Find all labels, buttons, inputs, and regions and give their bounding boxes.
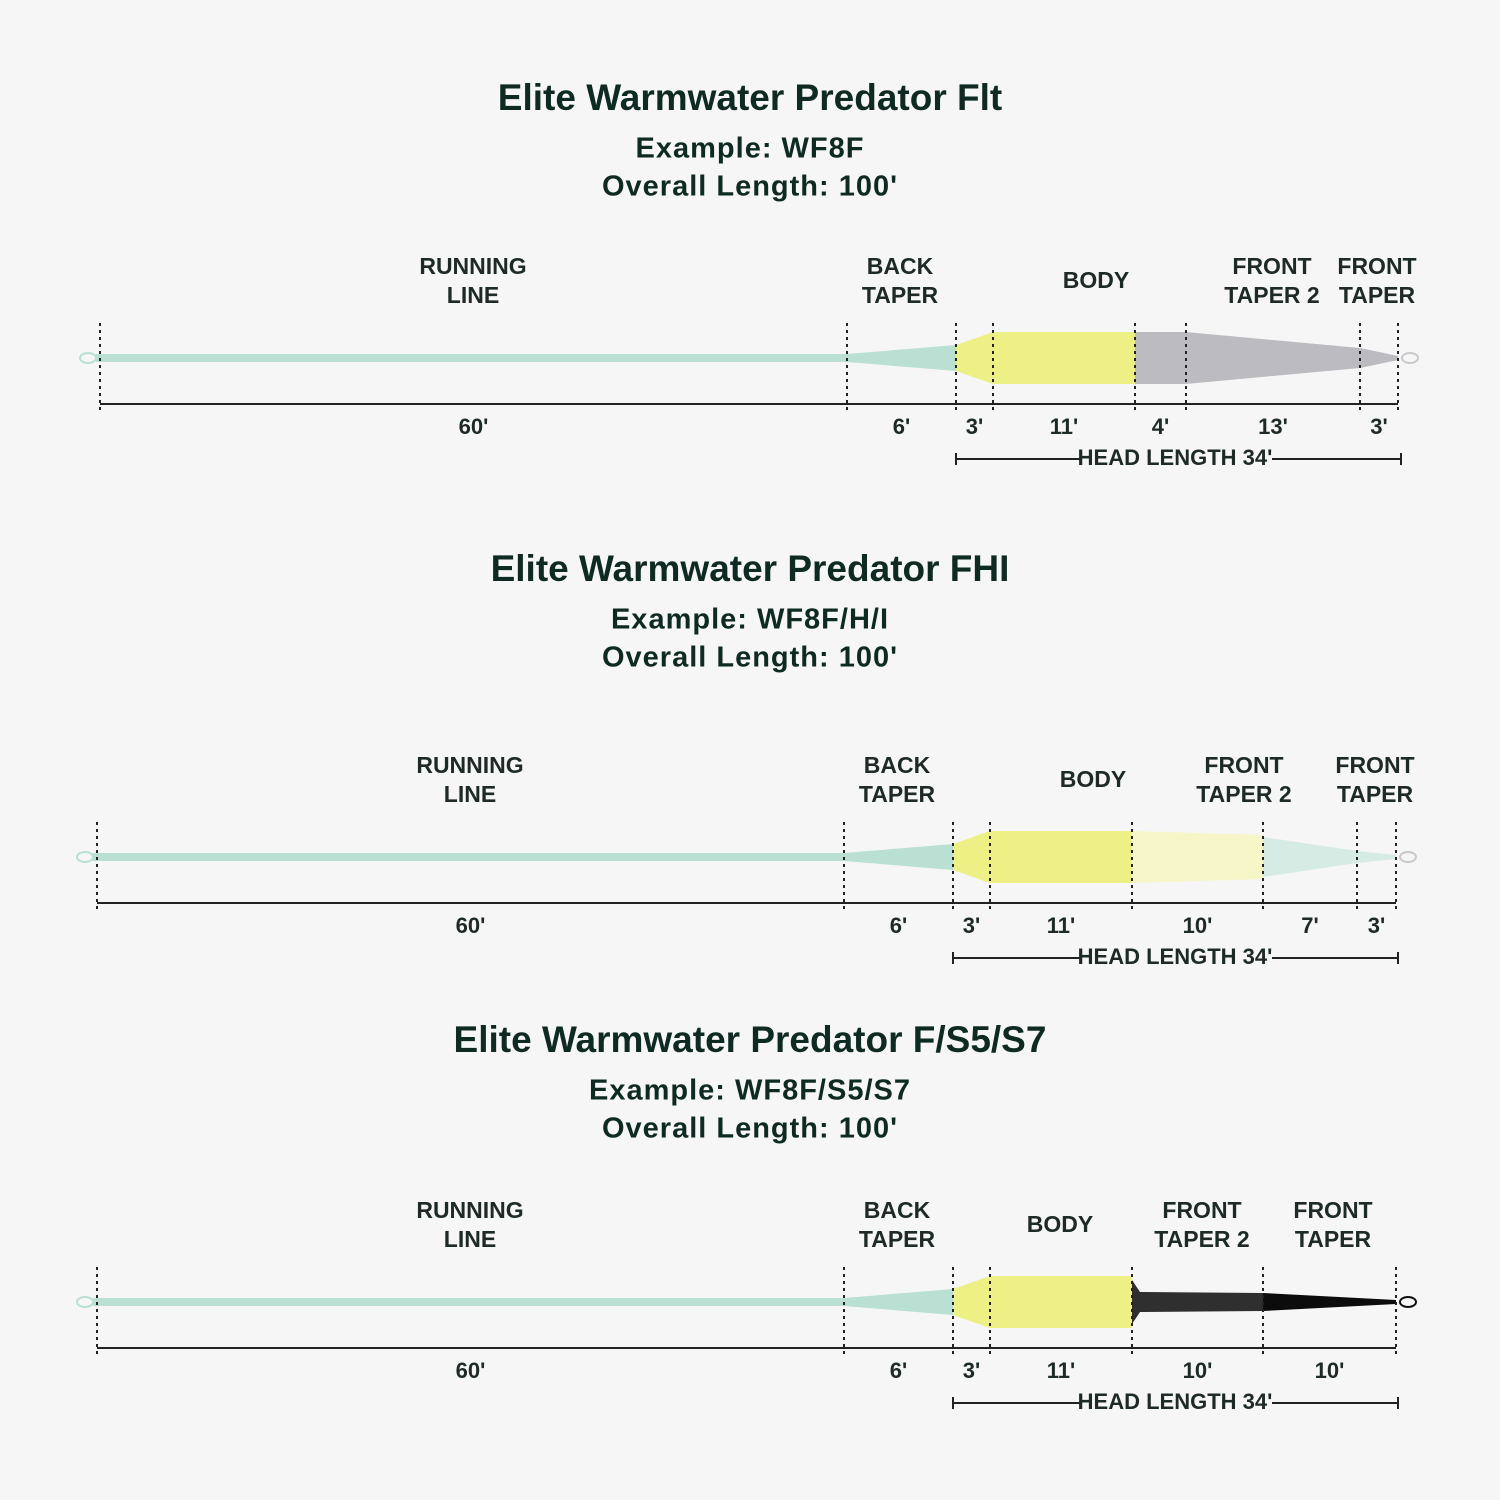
head-length: HEAD LENGTH 34'	[1078, 445, 1273, 470]
segment-length: 3'	[963, 1358, 980, 1383]
overall-length: Overall Length: 100'	[602, 642, 898, 674]
segment-label: RUNNING	[416, 752, 523, 778]
segment-length: 6'	[890, 1358, 907, 1383]
end-loop	[1401, 352, 1419, 364]
segment-label: TAPER	[859, 1226, 936, 1252]
segment-length: 4'	[1152, 414, 1169, 439]
example: Example: WF8F	[636, 133, 865, 165]
running-line	[93, 1298, 844, 1306]
segment-label: BACK	[867, 253, 934, 279]
running-line	[96, 354, 847, 362]
segment-label: TAPER	[1339, 282, 1416, 308]
segment-label: RUNNING	[419, 253, 526, 279]
segment-length: 10'	[1315, 1358, 1345, 1383]
segment-length: 6'	[890, 913, 907, 938]
segment-length: 3'	[963, 913, 980, 938]
front-taper-2	[1132, 831, 1263, 883]
segment-length: 6'	[893, 414, 910, 439]
head-length: HEAD LENGTH 34'	[1078, 1389, 1273, 1414]
segment-length: 11'	[1050, 414, 1079, 439]
segment-label: FRONT	[1293, 1197, 1372, 1223]
overall-length: Overall Length: 100'	[602, 171, 898, 203]
segment-label: LINE	[447, 282, 499, 308]
segment-label: FRONT	[1337, 253, 1416, 279]
segment-label: FRONT	[1232, 253, 1311, 279]
body	[956, 332, 1135, 384]
segment-length: 60'	[459, 414, 489, 439]
example: Example: WF8F/S5/S7	[589, 1075, 911, 1107]
diagram-title: Elite Warmwater Predator F/S5/S7	[454, 1019, 1047, 1060]
segment-label: TAPER 2	[1224, 282, 1319, 308]
front-taper	[1263, 1293, 1396, 1311]
segment-label: BODY	[1060, 766, 1126, 792]
segment-label: TAPER 2	[1154, 1226, 1249, 1252]
segment-label: BODY	[1063, 267, 1129, 293]
diagram-title: Elite Warmwater Predator Flt	[498, 77, 1002, 118]
example: Example: WF8F/H/I	[611, 604, 889, 636]
segment-length: 10'	[1183, 1358, 1213, 1383]
front-taper	[1263, 837, 1396, 877]
back-taper	[847, 345, 956, 371]
segment-label: TAPER	[1337, 781, 1414, 807]
segment-label: TAPER	[862, 282, 939, 308]
head-length: HEAD LENGTH 34'	[1078, 944, 1273, 969]
segment-label: LINE	[444, 1226, 496, 1252]
segment-length: 7'	[1301, 913, 1318, 938]
segment-label: BACK	[864, 752, 931, 778]
body	[953, 831, 1132, 883]
segment-label: FRONT	[1162, 1197, 1241, 1223]
front-taper-2	[1132, 1280, 1263, 1324]
segment-length: 3'	[1368, 913, 1385, 938]
segment-label: RUNNING	[416, 1197, 523, 1223]
segment-label: TAPER	[1295, 1226, 1372, 1252]
overall-length: Overall Length: 100'	[602, 1113, 898, 1145]
segment-label: TAPER 2	[1196, 781, 1291, 807]
diagram-title: Elite Warmwater Predator FHI	[491, 548, 1010, 589]
segment-label: BACK	[864, 1197, 931, 1223]
back-taper	[844, 1289, 953, 1315]
end-loop	[1399, 1296, 1417, 1308]
segment-length: 11'	[1047, 913, 1076, 938]
end-loop	[1399, 851, 1417, 863]
segment-label: TAPER	[859, 781, 936, 807]
segment-length: 60'	[456, 913, 486, 938]
segment-label: FRONT	[1335, 752, 1414, 778]
front-taper	[1135, 332, 1398, 384]
segment-length: 3'	[966, 414, 983, 439]
segment-label: LINE	[444, 781, 496, 807]
body	[953, 1276, 1132, 1328]
segment-length: 13'	[1258, 414, 1288, 439]
segment-length: 11'	[1047, 1358, 1076, 1383]
segment-label: BODY	[1027, 1211, 1093, 1237]
segment-length: 60'	[456, 1358, 486, 1383]
back-taper	[844, 844, 953, 870]
segment-length: 10'	[1183, 913, 1213, 938]
running-line	[93, 853, 844, 861]
segment-label: FRONT	[1204, 752, 1283, 778]
segment-length: 3'	[1370, 414, 1387, 439]
